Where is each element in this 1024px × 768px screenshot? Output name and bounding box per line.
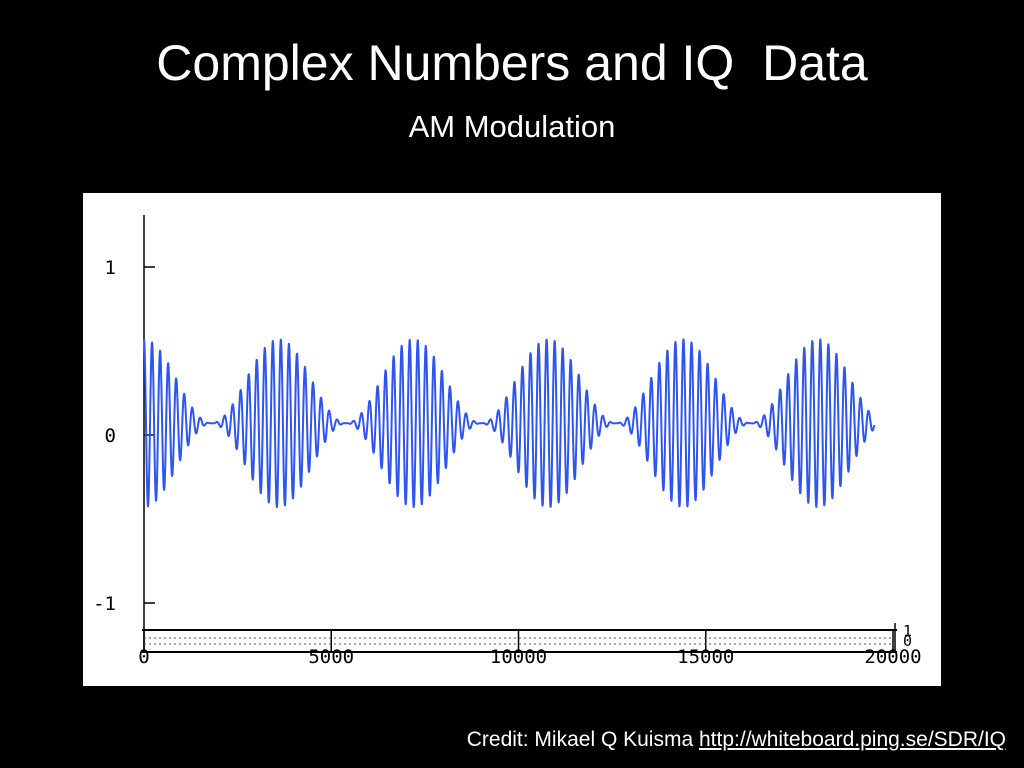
x-tick-label: 0: [138, 646, 149, 668]
credit-line: Credit: Mikael Q Kuisma http://whiteboar…: [467, 727, 1006, 753]
credit-text: Credit: Mikael Q Kuisma: [466, 728, 694, 751]
x-tick-label: 20000: [864, 646, 921, 668]
y-tick-label: 0: [105, 425, 116, 447]
x-tick-label: 5000: [308, 646, 354, 668]
lower-panel: [142, 623, 897, 653]
am-signal-line: [143, 338, 876, 509]
y-tick-label: 1: [105, 257, 116, 279]
lower-panel-tick-label: 0: [903, 632, 912, 650]
x-tick-label: 15000: [677, 646, 734, 668]
x-tick-label: 10000: [490, 646, 547, 668]
slide-subtitle: AM Modulation: [408, 109, 616, 144]
y-tick-label: -1: [93, 593, 116, 615]
slide-title: Complex Numbers and IQ Data: [156, 35, 868, 91]
chart-axes: [143, 215, 894, 653]
credit-link[interactable]: http://whiteboard.ping.se/SDR/IQ: [699, 728, 1006, 751]
series-group: [143, 338, 876, 509]
lower-panel-tick-label: 1: [903, 622, 912, 640]
chart-panel: 1 0 -1 1 0 0 5000 10000 15000 20000: [83, 193, 941, 686]
